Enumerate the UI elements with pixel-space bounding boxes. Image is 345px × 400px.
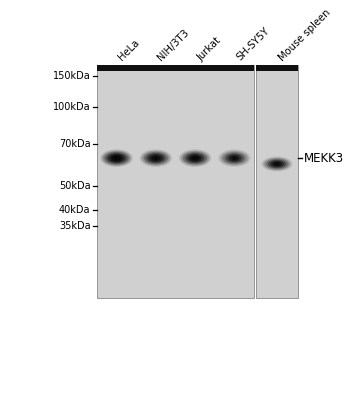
Ellipse shape [229,155,239,161]
Ellipse shape [112,155,121,161]
Ellipse shape [183,152,207,164]
Bar [256,65,298,298]
Ellipse shape [188,154,203,162]
Text: 150kDa: 150kDa [53,71,90,81]
Ellipse shape [273,162,282,166]
Ellipse shape [154,156,158,160]
Ellipse shape [190,155,200,161]
Text: SH-SY5Y: SH-SY5Y [235,26,271,63]
Ellipse shape [109,154,124,162]
Ellipse shape [220,151,249,166]
Ellipse shape [151,155,161,161]
Ellipse shape [105,152,129,164]
Ellipse shape [179,149,211,167]
Ellipse shape [114,156,119,160]
Ellipse shape [232,156,237,160]
Text: Jurkat: Jurkat [195,35,223,63]
Text: MEKK3: MEKK3 [304,152,344,165]
Ellipse shape [262,156,293,172]
Bar [256,65,298,71]
Ellipse shape [268,160,286,168]
Ellipse shape [275,162,279,166]
Ellipse shape [264,158,290,170]
Ellipse shape [149,154,163,162]
Ellipse shape [102,151,131,166]
Text: 50kDa: 50kDa [59,181,90,191]
Ellipse shape [218,149,250,167]
Ellipse shape [186,153,205,163]
Ellipse shape [270,161,284,167]
Ellipse shape [265,159,288,169]
Ellipse shape [227,154,242,162]
Ellipse shape [225,153,244,163]
Ellipse shape [146,153,166,163]
Text: 100kDa: 100kDa [53,102,90,112]
Ellipse shape [144,152,168,164]
Bar [97,65,254,298]
Ellipse shape [100,149,132,167]
Ellipse shape [107,153,126,163]
Text: Mouse spleen: Mouse spleen [277,7,333,63]
Ellipse shape [193,156,198,160]
Ellipse shape [181,151,209,166]
Ellipse shape [222,152,247,164]
Text: 35kDa: 35kDa [59,221,90,231]
Text: NIH/3T3: NIH/3T3 [156,28,191,63]
Bar [97,65,254,71]
Text: 40kDa: 40kDa [59,204,90,214]
Ellipse shape [142,151,170,166]
Text: 70kDa: 70kDa [59,139,90,149]
Ellipse shape [140,149,172,167]
Text: HeLa: HeLa [117,38,141,63]
